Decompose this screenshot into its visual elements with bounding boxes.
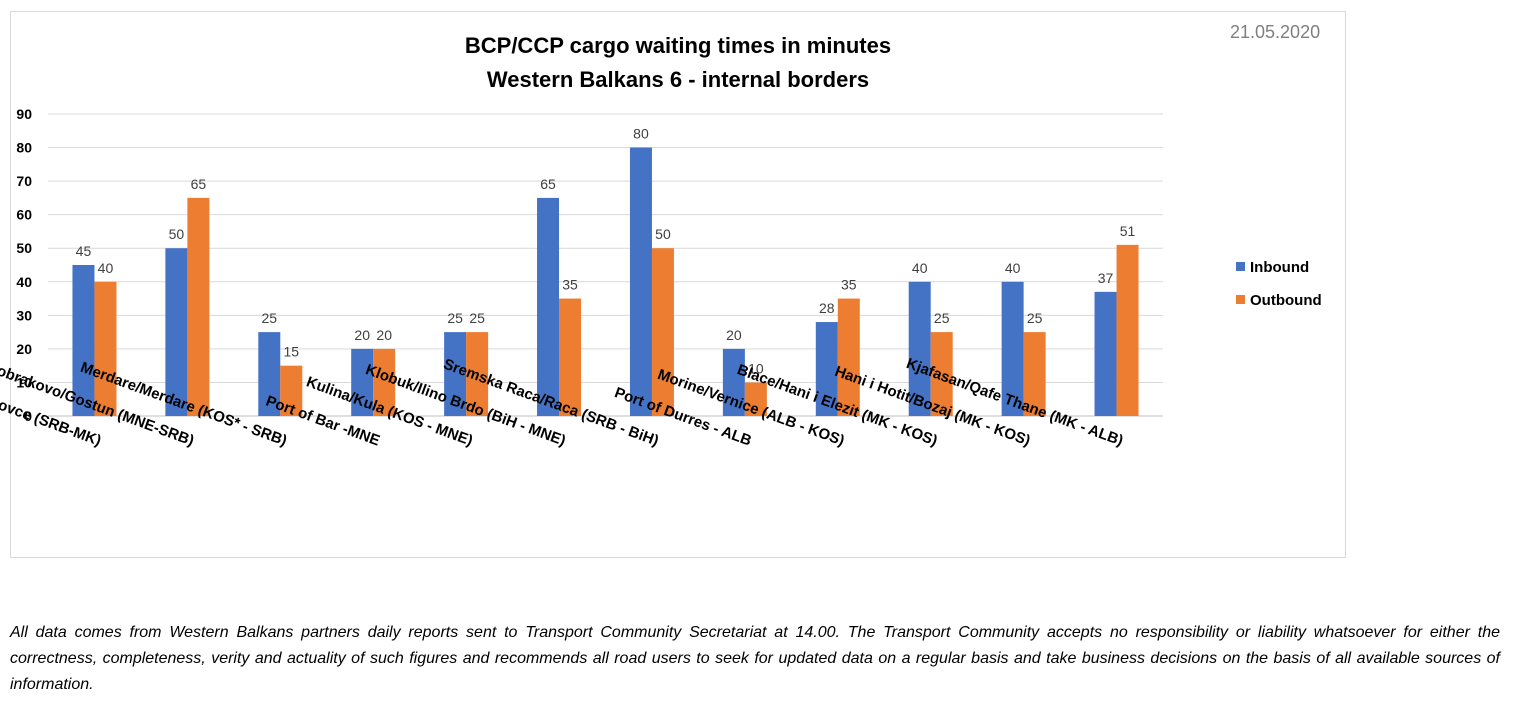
bar-inbound [444,332,467,416]
bar-inbound [537,197,560,416]
chart-title: BCP/CCP cargo waiting times in minutes [464,33,892,58]
bar-inbound [165,248,188,416]
y-tick-label: 60 [16,207,32,223]
data-label: 40 [98,260,114,276]
legend-label-inbound: Inbound [1250,259,1309,276]
bar-outbound [466,332,489,416]
bar-inbound [815,322,838,416]
bar-inbound [629,147,652,417]
bar-inbound [72,265,95,416]
data-label: 37 [1098,270,1114,286]
data-label: 35 [841,277,857,293]
bar-inbound [1094,291,1117,416]
data-label: 65 [191,176,207,192]
data-label: 10 [748,360,764,376]
y-tick-label: 30 [16,307,32,323]
y-tick-label: 70 [16,173,32,189]
y-tick-label: 90 [16,106,32,122]
data-label: 51 [1120,223,1136,239]
y-tick-label: 80 [16,140,32,156]
bar-outbound [837,298,860,416]
data-label: 20 [354,327,370,343]
data-label: 25 [447,310,463,326]
bar-outbound [1116,244,1139,416]
bar-outbound [651,248,674,416]
data-label: 25 [469,310,485,326]
data-label: 20 [376,327,392,343]
data-label: 50 [655,226,671,242]
data-label: 25 [262,310,278,326]
bar-outbound [94,281,117,416]
y-tick-label: 10 [16,374,32,390]
data-label: 45 [76,243,92,259]
y-tick-label: 0 [24,408,32,424]
disclaimer-text: All data comes from Western Balkans part… [10,624,1500,693]
data-label: 25 [1027,310,1043,326]
data-label: 35 [562,277,578,293]
bar-inbound [351,348,374,416]
data-label: 40 [912,260,928,276]
bar-inbound [908,281,931,416]
bar-inbound [258,332,281,416]
data-label: 20 [726,327,742,343]
bar-outbound [187,197,210,416]
data-label: 28 [819,300,835,316]
data-label: 50 [169,226,185,242]
data-label: 40 [1005,260,1021,276]
bar-outbound [1023,332,1046,416]
legend-label-outbound: Outbound [1250,292,1322,309]
bar-inbound [1001,281,1024,416]
legend-swatch-inbound [1236,262,1245,271]
y-tick-label: 20 [16,341,32,357]
bar-outbound [373,348,396,416]
y-tick-label: 40 [16,274,32,290]
data-label: 25 [934,310,950,326]
chart-date: 21.05.2020 [1230,22,1321,42]
chart-subtitle: Western Balkans 6 - internal borders [486,67,870,92]
bar-outbound [744,382,767,416]
data-label: 65 [540,176,556,192]
data-label: 15 [284,344,300,360]
bar-outbound [559,298,582,416]
bar-outbound [930,332,953,416]
data-label: 80 [633,126,649,142]
bar-outbound [280,365,303,416]
legend-swatch-outbound [1236,295,1245,304]
y-tick-label: 50 [16,240,32,256]
bar-inbound [722,348,745,416]
